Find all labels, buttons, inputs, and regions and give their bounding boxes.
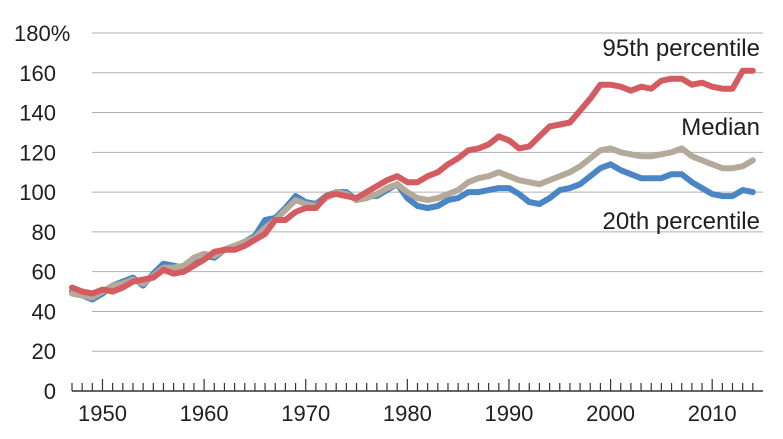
x-tick-label: 1960 xyxy=(180,401,229,426)
y-tick-label: 120 xyxy=(19,140,56,165)
x-tick-label: 2000 xyxy=(586,401,635,426)
series-line-median xyxy=(69,145,756,301)
x-tick-label: 1950 xyxy=(78,401,127,426)
y-tick-label: 60 xyxy=(32,260,56,285)
y-tick-label: 140 xyxy=(19,101,56,126)
series-labels: 95th percentile Median 20th percentile xyxy=(603,35,760,235)
series-label-20th-percentile: 20th percentile xyxy=(603,208,760,235)
series-label-95th-percentile: 95th percentile xyxy=(603,35,760,62)
x-tick-label: 1970 xyxy=(281,401,330,426)
y-tick-label: 40 xyxy=(32,299,56,324)
y-axis: 0 20 40 60 80 100 120 140 160 180% xyxy=(14,21,70,404)
y-tick-label: 20 xyxy=(32,339,56,364)
x-tick-label: 1980 xyxy=(383,401,432,426)
y-tick-label: 160 xyxy=(19,61,56,86)
series-label-median: Median xyxy=(681,114,760,141)
y-tick-label: 100 xyxy=(19,180,56,205)
series-line-95th-percentile xyxy=(69,67,756,297)
y-tick-label: 180% xyxy=(14,21,70,46)
x-tick-label: 2010 xyxy=(688,401,737,426)
x-axis: 1950 1960 1970 1980 1990 2000 2010 xyxy=(71,379,763,426)
grid-lines xyxy=(92,32,763,352)
series-lines xyxy=(69,67,756,303)
x-tick-label: 1990 xyxy=(484,401,533,426)
y-tick-label: 80 xyxy=(32,220,56,245)
y-tick-label: 0 xyxy=(44,379,56,404)
